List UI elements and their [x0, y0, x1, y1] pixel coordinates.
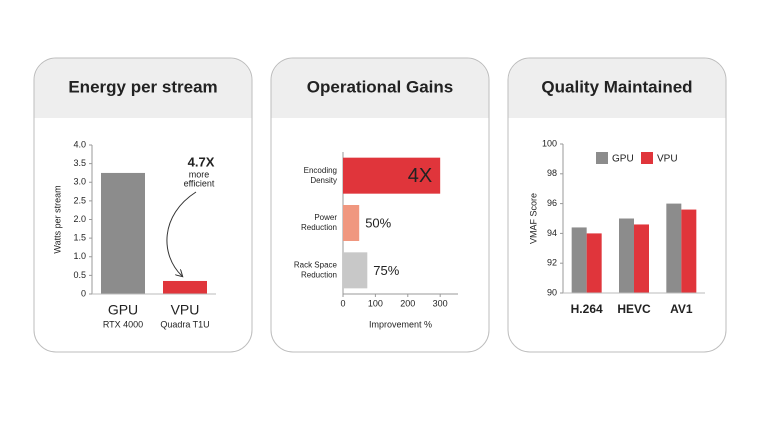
x-tick-label: GPU	[108, 302, 138, 318]
bar	[619, 218, 634, 293]
value-label: 75%	[373, 263, 399, 278]
y-tick-label: 94	[547, 228, 557, 238]
y-tick-label: 1.0	[73, 251, 86, 261]
card-title: Energy per stream	[68, 77, 217, 96]
annotation-subtext: efficient	[184, 178, 215, 188]
x-tick-label: 0	[340, 298, 345, 308]
y-tick-label: 92	[547, 258, 557, 268]
annotation-arrow	[166, 191, 197, 276]
y-tick-label: 96	[547, 198, 557, 208]
y-tick-label: 0.5	[73, 270, 86, 280]
y-tick-label: Reduction	[301, 270, 337, 279]
annotation: 4.7X	[188, 154, 215, 169]
legend-label: GPU	[612, 154, 634, 165]
card-title: Operational Gains	[307, 77, 453, 96]
x-tick-label: 200	[400, 298, 415, 308]
card	[270, 57, 490, 353]
annotation-subtext: more	[189, 169, 210, 179]
x-tick-sublabel: RTX 4000	[103, 319, 143, 329]
x-tick-label: H.264	[571, 302, 603, 316]
card-header	[271, 58, 489, 118]
bar	[586, 233, 602, 293]
y-tick-label: 0	[81, 288, 86, 298]
y-tick-label: Reduction	[301, 223, 337, 232]
y-tick-label: Rack Space	[294, 260, 338, 269]
bar	[343, 205, 360, 241]
y-tick-label: Encoding	[304, 166, 337, 175]
y-axis-label: Watts per stream	[52, 185, 62, 253]
bar	[163, 280, 207, 294]
x-tick-sublabel: Quadra T1U	[160, 319, 209, 329]
y-tick-label: 3.5	[73, 158, 86, 168]
y-tick-label: Density	[310, 176, 337, 185]
bar	[571, 227, 587, 293]
y-tick-label: 100	[542, 138, 557, 148]
x-tick-label: 300	[433, 298, 448, 308]
bar	[343, 252, 368, 289]
value-label: 50%	[365, 215, 391, 230]
y-tick-label: 2.0	[73, 214, 86, 224]
y-tick-label: 3.0	[73, 177, 86, 187]
x-tick-label: AV1	[670, 302, 693, 316]
y-tick-label: Power	[314, 213, 337, 222]
legend-swatch	[596, 152, 608, 164]
bar	[681, 209, 697, 293]
y-tick-label: 1.5	[73, 233, 86, 243]
y-tick-label: 2.5	[73, 195, 86, 205]
legend-label: VPU	[657, 154, 678, 165]
x-tick-label: 100	[368, 298, 383, 308]
legend-swatch	[641, 152, 653, 164]
x-tick-label: HEVC	[617, 302, 651, 316]
x-axis-label: Improvement %	[369, 319, 432, 329]
y-tick-label: 4.0	[73, 139, 86, 149]
card-title: Quality Maintained	[541, 77, 692, 96]
y-tick-label: 90	[547, 287, 557, 297]
value-label: 4X	[408, 165, 432, 187]
card-header	[508, 58, 726, 118]
bar	[101, 172, 145, 294]
y-axis-label: VMAF Score	[528, 193, 538, 244]
bar	[634, 224, 649, 293]
y-tick-label: 98	[547, 168, 557, 178]
x-tick-label: VPU	[171, 302, 200, 318]
card-header	[34, 58, 252, 118]
bar	[666, 203, 682, 293]
bar	[343, 157, 441, 194]
